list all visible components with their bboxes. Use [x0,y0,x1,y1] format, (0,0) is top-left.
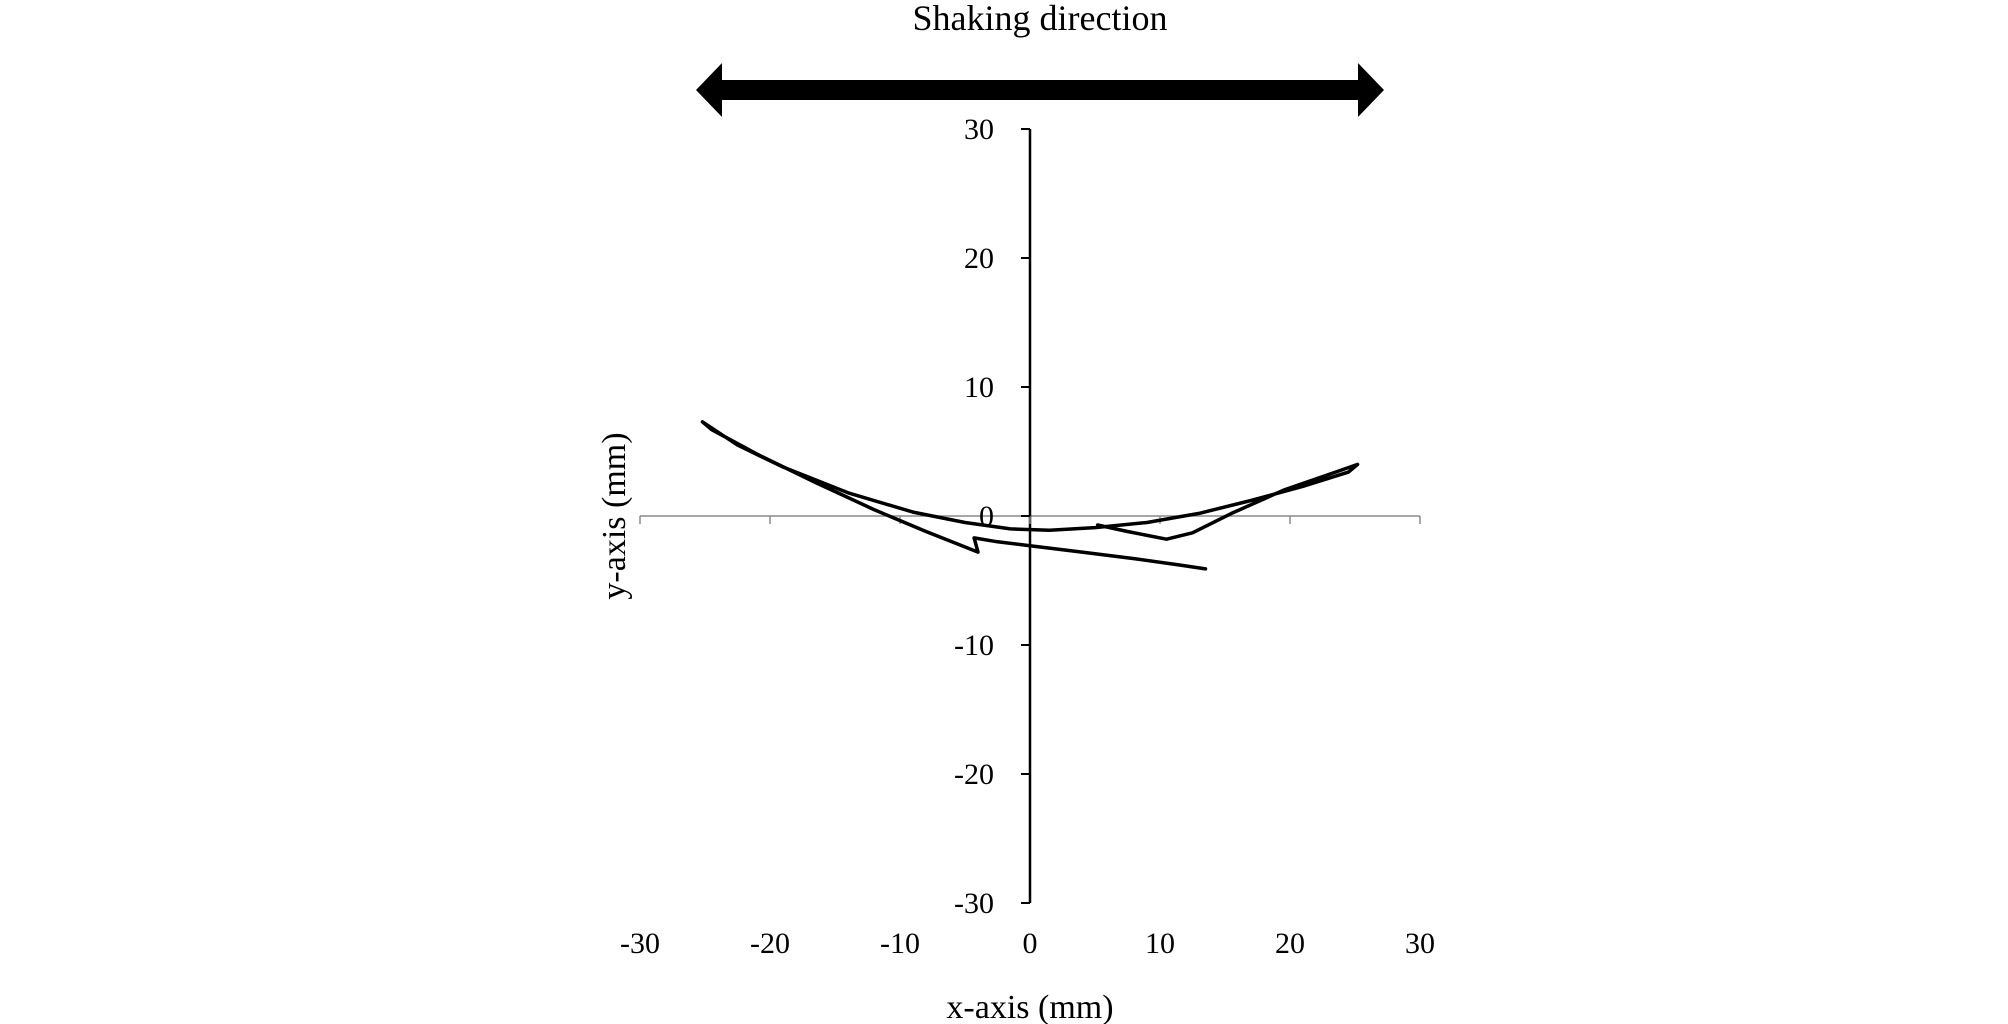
y-tick-label: -10 [954,629,994,662]
x-tick-label: 0 [1023,927,1038,960]
x-tick-label: 20 [1275,927,1305,960]
y-tick-label: 30 [964,113,994,146]
x-ticks [639,516,1421,524]
y-tick-label: -20 [954,758,994,791]
y-tick-label: 10 [964,371,994,404]
x-tick-label: -30 [620,927,660,960]
trajectory-line [700,420,1360,571]
y-tick-label: -30 [954,887,994,920]
y-tick-label: 0 [979,500,994,533]
x-tick-label: 10 [1145,927,1175,960]
shaking-direction-label: Shaking direction [913,0,1168,38]
y-ticks [1021,128,1030,904]
y-tick-label: 20 [964,242,994,275]
x-tick-label: 30 [1405,927,1435,960]
x-tick-label: -20 [750,927,790,960]
shaking-direction-arrow [696,63,1384,117]
x-axis-title: x-axis (mm) [946,989,1113,1024]
x-tick-label: -10 [880,927,920,960]
y-axis-title: y-axis (mm) [596,432,633,599]
x-tick-labels: -30 -20 -10 0 10 20 30 [620,927,1435,960]
